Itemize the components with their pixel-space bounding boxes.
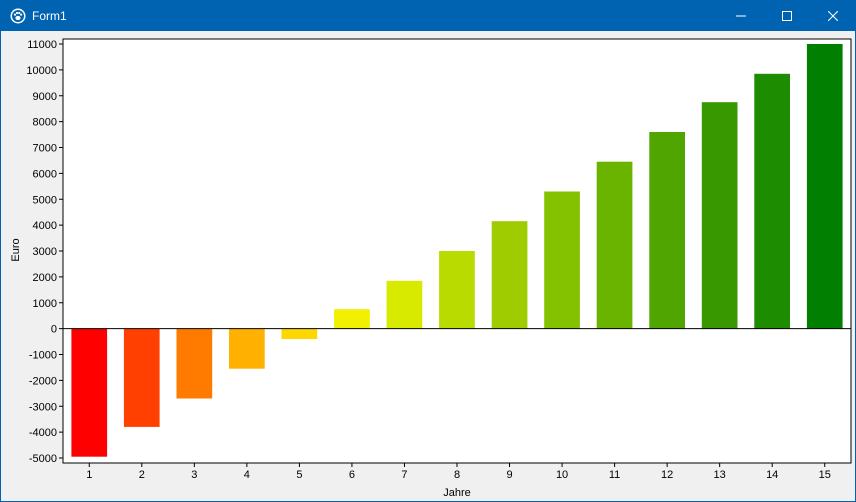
y-tick-label: 6000 — [33, 168, 57, 180]
bar-7 — [386, 280, 423, 329]
x-axis-label: Jahre — [443, 487, 471, 499]
title-bar[interactable]: Form1 — [1, 1, 855, 31]
y-axis: -5000 -4000 -3000 -2000 -1000 0 1000 2000 3000 40… — [26, 39, 63, 465]
window-title: Form1 — [32, 9, 67, 23]
paw-icon — [10, 8, 26, 24]
bar-13 — [701, 102, 738, 329]
minimize-icon — [736, 15, 746, 17]
bar-4 — [229, 328, 265, 369]
bar-6 — [334, 309, 370, 329]
bar-10 — [544, 191, 580, 329]
y-tick-label: 0 — [51, 324, 57, 336]
y-tick-label: 1000 — [33, 298, 57, 310]
y-axis-label: Euro — [10, 238, 22, 261]
x-tick-label: 3 — [191, 469, 197, 481]
y-tick-label: 4000 — [33, 220, 57, 232]
x-tick-label: 2 — [139, 469, 145, 481]
y-tick-label: 11000 — [27, 39, 57, 51]
y-tick-label: 7000 — [33, 143, 57, 155]
x-tick-label: 1 — [86, 469, 92, 481]
bar-5 — [281, 328, 318, 339]
bar-14 — [754, 73, 790, 329]
x-tick-label: 15 — [819, 469, 831, 481]
x-tick-label: 6 — [349, 469, 355, 481]
x-tick-label: 12 — [661, 469, 673, 481]
y-tick-label: 9000 — [33, 91, 57, 103]
x-tick-label: 10 — [556, 469, 568, 481]
y-tick-label: 2000 — [33, 272, 57, 284]
bar-8 — [439, 251, 475, 329]
x-tick-label: 9 — [506, 469, 512, 481]
close-button[interactable] — [810, 1, 856, 31]
bar-15 — [806, 44, 843, 329]
y-tick-label: 3000 — [33, 246, 57, 258]
bar-chart: -5000 -4000 -3000 -2000 -1000 0 1000 2000 3000 40… — [10, 38, 852, 499]
bar-9 — [491, 221, 528, 329]
y-tick-label: 10000 — [26, 65, 57, 77]
y-tick-label: -3000 — [29, 401, 57, 413]
x-tick-label: 5 — [296, 469, 302, 481]
close-icon — [828, 11, 838, 21]
y-tick-label: -2000 — [29, 375, 57, 387]
y-tick-label: -4000 — [29, 427, 57, 439]
bar-1 — [71, 328, 108, 457]
x-tick-label: 11 — [609, 469, 620, 481]
y-tick-label: -1000 — [29, 350, 57, 362]
bar-12 — [649, 132, 685, 329]
form-client-area: -5000 -4000 -3000 -2000 -1000 0 1000 2000 3000 40… — [1, 31, 855, 501]
maximize-button[interactable] — [764, 1, 810, 31]
x-tick-label: 4 — [244, 469, 250, 481]
bar-2 — [123, 328, 160, 427]
x-tick-label: 14 — [766, 469, 778, 481]
y-tick-label: 5000 — [33, 194, 57, 206]
bar-11 — [596, 161, 633, 329]
x-tick-label: 13 — [714, 469, 726, 481]
maximize-icon — [782, 11, 792, 21]
y-tick-label: -5000 — [29, 453, 57, 465]
x-axis: 1 2 3 4 5 6 7 8 9 10 11 12 13 14 15 — [86, 463, 831, 481]
minimize-button[interactable] — [718, 1, 764, 31]
bar-3 — [176, 328, 213, 399]
x-tick-label: 8 — [454, 469, 460, 481]
bars-layer — [71, 44, 843, 457]
y-tick-label: 8000 — [33, 117, 57, 129]
x-tick-label: 7 — [401, 469, 407, 481]
